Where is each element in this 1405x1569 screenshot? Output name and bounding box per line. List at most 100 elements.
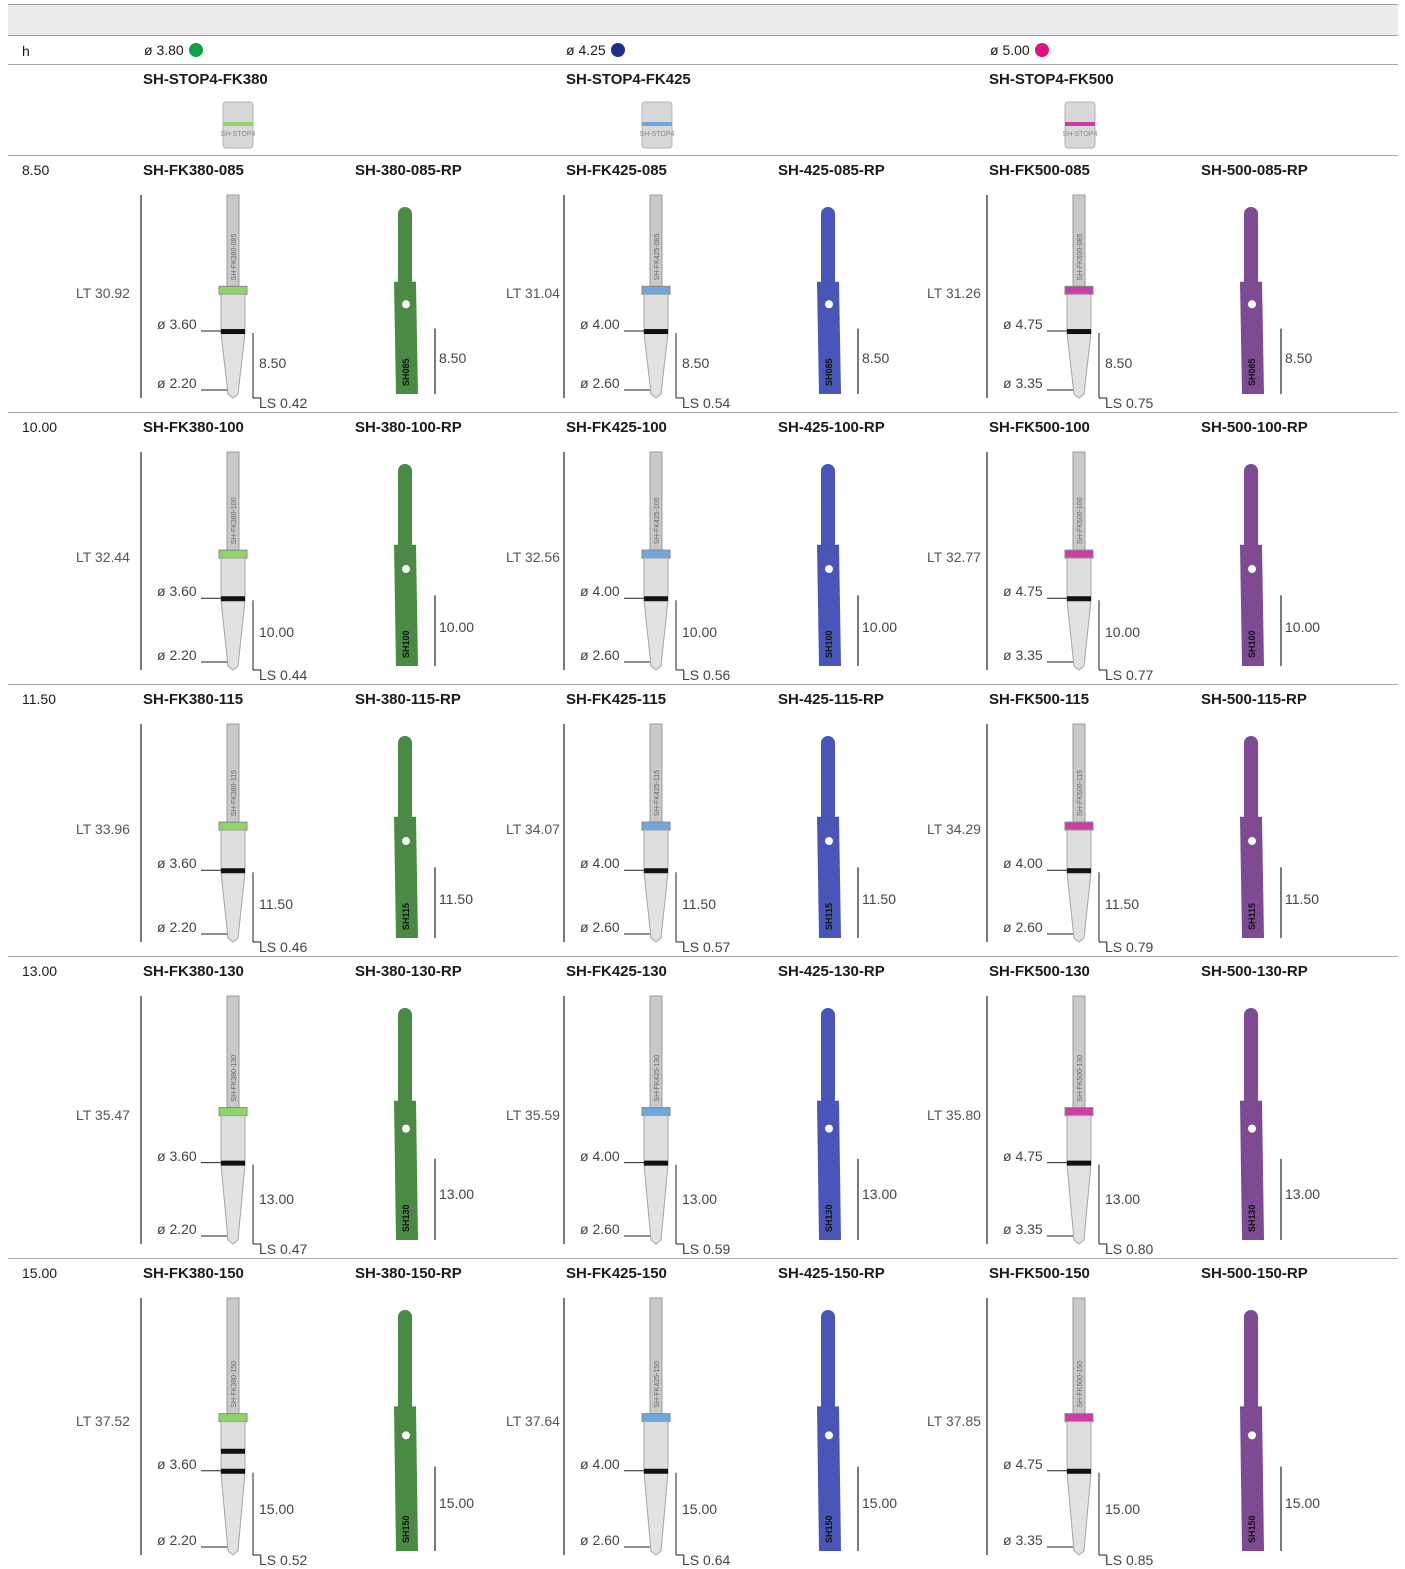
reamer-pin-text: SH100: [824, 630, 834, 658]
reamer-pin-hole: [1248, 1431, 1256, 1440]
depth-mark: [644, 868, 668, 874]
depth-label: 8.50: [259, 354, 287, 371]
reamer-depth-label: 13.00: [862, 1186, 898, 1203]
reamer-pin-body: [394, 281, 418, 394]
reamer-depth-label: 11.50: [862, 891, 896, 908]
drill-shank-text: SH-FK500-100: [1077, 497, 1084, 544]
reamer-pin-body: [1240, 281, 1264, 394]
total-length-label: LT 35.59: [506, 1106, 560, 1123]
reamer-pin-body: [817, 816, 841, 938]
reamer-pin-hole: [1248, 565, 1256, 574]
drill-body: [220, 557, 246, 601]
reamer-pin-hole: [402, 1124, 410, 1133]
bottom-diameter-label: ø 3.35: [1003, 647, 1043, 663]
drill-color-band: [218, 549, 248, 559]
depth-mark: [1067, 1160, 1091, 1166]
reamer-pin-hole: [402, 1431, 410, 1440]
ls-label: LS 0.56: [682, 667, 731, 683]
drill-code: SH-FK380-085: [143, 162, 244, 179]
ls-label: LS 0.80: [1105, 1241, 1154, 1257]
bottom-diameter-label: ø 2.20: [157, 919, 197, 935]
drill-body: [643, 293, 669, 334]
depth-mark: [221, 1468, 245, 1474]
reamer-depth-label: 15.00: [1285, 1495, 1321, 1512]
reamer-pin-hole: [1248, 1124, 1256, 1133]
reamer-depth-label: 15.00: [862, 1495, 898, 1512]
reamer-pin-body: [817, 281, 841, 394]
drill-code: SH-FK500-085: [989, 162, 1090, 179]
total-length-label: LT 32.56: [506, 549, 560, 566]
drill-body: [220, 829, 246, 873]
bottom-diameter-label: ø 3.35: [1003, 1221, 1043, 1237]
reamer-pin-hole: [825, 300, 833, 309]
top-diameter-label: ø 3.60: [157, 583, 197, 600]
row-height-label: 11.50: [22, 691, 56, 707]
drill-code: SH-FK500-150: [989, 1265, 1090, 1282]
depth-label: 13.00: [682, 1191, 718, 1208]
reamer-pin-body: [394, 1100, 418, 1240]
reamer-pin-shaft: [821, 1008, 835, 1111]
total-length-label: LT 31.26: [927, 285, 981, 302]
reamer-pin-text: SH115: [401, 903, 411, 930]
reamer-pin-code: SH-500-115-RP: [1201, 691, 1307, 708]
drill-code: SH-FK425-100: [566, 419, 667, 436]
ls-label: LS 0.75: [1105, 395, 1154, 411]
drill-body: [220, 1115, 246, 1166]
drill-shank-text: SH-FK425-100: [654, 497, 661, 544]
reamer-depth-label: 10.00: [862, 619, 898, 636]
drill-shank-text: SH-FK425-115: [654, 770, 661, 816]
reamer-pin-code: SH-500-100-RP: [1201, 419, 1308, 436]
row-divider: [8, 412, 1398, 413]
top-diameter-label: ø 4.00: [1003, 855, 1043, 872]
drill-tip: [1066, 1472, 1092, 1556]
reamer-pin-text: SH130: [401, 1204, 411, 1232]
reamer-pin-hole: [825, 1124, 833, 1133]
drill-color-band: [641, 549, 671, 559]
reamer-pin-shaft: [821, 736, 835, 827]
depth-mark: [644, 1468, 668, 1474]
total-length-label: LT 32.44: [76, 549, 130, 566]
reamer-pin-code: SH-380-115-RP: [355, 691, 461, 708]
stop-code-500: SH-STOP4-FK500: [989, 71, 1114, 88]
drill-code: SH-FK425-150: [566, 1265, 667, 1282]
ls-label: LS 0.59: [682, 1241, 731, 1257]
drill-code: SH-FK500-130: [989, 963, 1090, 980]
drill-color-band: [1064, 549, 1094, 559]
reamer-pin-shaft: [1244, 464, 1258, 555]
reamer-depth-label: 13.00: [1285, 1186, 1321, 1203]
depth-mark: [221, 1448, 245, 1454]
top-diameter-label: ø 4.00: [580, 583, 620, 600]
depth-label: 11.50: [259, 895, 293, 912]
depth-label: 11.50: [682, 895, 716, 912]
depth-label: 11.50: [1105, 895, 1139, 912]
drill-shank-text: SH-FK500-085: [1077, 234, 1084, 281]
drill-body: [1066, 1421, 1092, 1474]
drill-color-band: [1064, 1107, 1094, 1117]
reamer-pin-text: SH150: [1247, 1515, 1257, 1543]
reamer-depth-label: 8.50: [862, 350, 890, 367]
stop-sleeve-text: SH-STOP4: [1063, 131, 1098, 138]
reamer-pin-text: SH130: [824, 1204, 834, 1232]
ls-label: LS 0.85: [1105, 1552, 1154, 1568]
bottom-diameter-label: ø 2.20: [157, 375, 197, 391]
stop-sleeve-text: SH-STOP4: [640, 131, 675, 138]
reamer-pin-shaft: [1244, 1310, 1258, 1417]
depth-label: 10.00: [259, 623, 295, 640]
total-length-label: LT 35.47: [76, 1106, 130, 1123]
reamer-pin-hole: [1248, 300, 1256, 309]
top-diameter-label: ø 4.00: [580, 855, 620, 872]
reamer-pin-code: SH-425-130-RP: [778, 963, 885, 980]
drill-body: [1066, 557, 1092, 601]
ls-label: LS 0.52: [259, 1552, 308, 1568]
drill-shank-text: SH-FK500-130: [1077, 1055, 1084, 1102]
row-height-label: 13.00: [22, 963, 58, 979]
depth-mark: [644, 596, 668, 602]
depth-label: 13.00: [259, 1191, 295, 1208]
reamer-pin-text: SH115: [824, 903, 834, 930]
table-header-bar: [8, 4, 1398, 36]
ls-label: LS 0.54: [682, 395, 731, 411]
reamer-pin-shaft: [821, 464, 835, 555]
reamer-pin-shaft: [821, 1310, 835, 1417]
depth-label: 10.00: [1105, 623, 1141, 640]
